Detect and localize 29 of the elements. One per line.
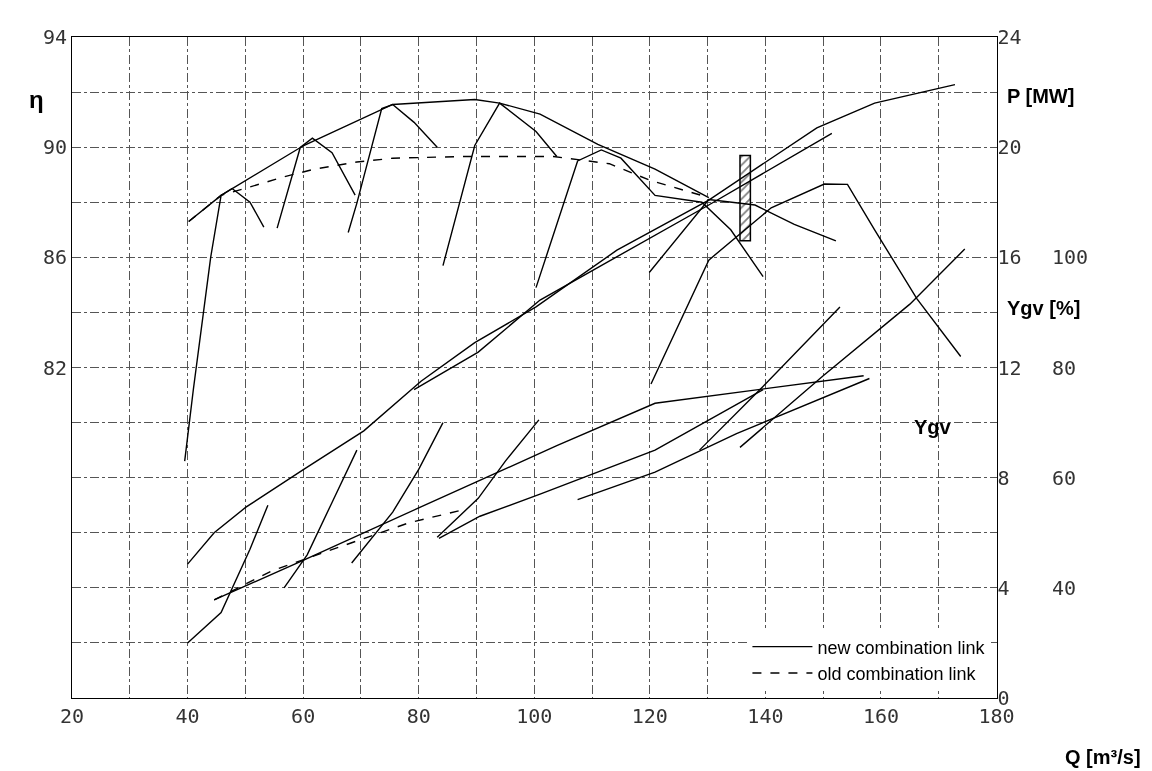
x-tick-label: 100: [516, 704, 553, 728]
y3-axis-title: Ygv [%]: [1007, 297, 1081, 319]
y3-tick-label: 100: [1051, 245, 1088, 270]
y2-tick-label: 8: [997, 465, 1010, 490]
x-tick-label: 160: [862, 704, 900, 728]
x-tick-label: 80: [406, 704, 431, 728]
y-axis-title: η: [29, 86, 44, 113]
annotation: Ygv: [914, 416, 952, 438]
x-tick-label: 20: [59, 704, 85, 728]
x-tick-label: 120: [631, 704, 668, 728]
x-tick-label: 60: [291, 704, 316, 728]
y-tick-label: 90: [42, 135, 67, 160]
y2-tick-label: 20: [997, 135, 1022, 160]
y2-tick-label: 4: [997, 575, 1010, 600]
y3-tick-label: 80: [1051, 355, 1076, 380]
y-tick-label: 86: [42, 245, 67, 270]
y3-tick-label: 40: [1051, 575, 1076, 600]
y2-tick-label: 12: [997, 355, 1022, 380]
legend-label: old combination link: [817, 664, 977, 685]
x-axis-title: Q [m³/s]: [1065, 746, 1141, 768]
x-tick-label: 40: [175, 704, 200, 728]
legend-label: new combination link: [817, 637, 986, 658]
y2-axis-title: P [MW]: [1007, 85, 1075, 107]
x-tick-label: 140: [747, 704, 784, 728]
y2-tick-label: 24: [997, 25, 1022, 49]
y-tick-label: 82: [42, 355, 67, 380]
y2-tick-label: 16: [997, 245, 1022, 270]
y-tick-label: 94: [42, 25, 67, 49]
y3-tick-label: 60: [1051, 465, 1076, 490]
